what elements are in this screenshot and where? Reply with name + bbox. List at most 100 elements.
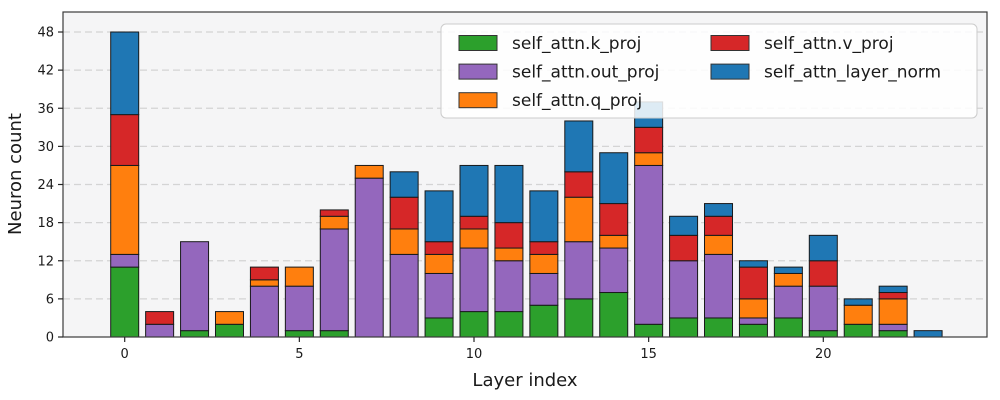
bar-segment-layer22-self_attn.k_proj <box>878 330 908 338</box>
y-tick-label: 6 <box>46 292 54 307</box>
bar-segment-layer21-self_attn.q_proj <box>843 304 873 325</box>
bar-segment-layer20-self_attn.k_proj <box>808 330 838 338</box>
legend-swatch-self_attn.v_proj <box>710 35 750 51</box>
bar-segment-layer10-self_attn.q_proj <box>459 228 489 249</box>
bar-segment-layer13-self_attn.v_proj <box>564 171 594 198</box>
bar-segment-layer5-self_attn.q_proj <box>284 266 314 287</box>
bar-segment-layer22-self_attn.out_proj <box>878 323 908 332</box>
bar-segment-layer11-self_attn.out_proj <box>494 260 524 313</box>
bar-segment-layer15-self_attn.out_proj <box>634 164 664 325</box>
y-tick-label: 42 <box>37 64 54 79</box>
bar-segment-layer15-self_attn.k_proj <box>634 323 664 338</box>
bar-segment-layer12-self_attn.k_proj <box>529 304 559 338</box>
bar-segment-layer2-self_attn.k_proj <box>180 330 210 338</box>
bar-segment-layer0-self_attn.out_proj <box>110 253 140 268</box>
bar-segment-layer9-self_attn_layer_norm <box>424 190 454 243</box>
bar-segment-layer11-self_attn_layer_norm <box>494 164 524 224</box>
bar-segment-layer18-self_attn.q_proj <box>738 298 768 319</box>
bar-segment-layer19-self_attn.out_proj <box>773 285 803 319</box>
bar-segment-layer10-self_attn_layer_norm <box>459 164 489 217</box>
y-tick-label: 30 <box>37 140 54 155</box>
bar-segment-layer21-self_attn.k_proj <box>843 323 873 338</box>
bar-segment-layer8-self_attn_layer_norm <box>389 171 419 198</box>
bar-segment-layer22-self_attn.q_proj <box>878 298 908 325</box>
bar-segment-layer22-self_attn_layer_norm <box>878 285 908 294</box>
bar-segment-layer18-self_attn.k_proj <box>738 323 768 338</box>
y-tick-label: 48 <box>37 26 54 41</box>
bar-segment-layer14-self_attn.k_proj <box>599 292 629 338</box>
bar-segment-layer19-self_attn.k_proj <box>773 317 803 338</box>
bar-segment-layer18-self_attn.v_proj <box>738 266 768 300</box>
legend-label-self_attn.k_proj: self_attn.k_proj <box>512 34 641 54</box>
bar-segment-layer5-self_attn.k_proj <box>284 330 314 338</box>
bar-segment-layer7-self_attn.out_proj <box>354 177 384 338</box>
bar-segment-layer11-self_attn.v_proj <box>494 222 524 249</box>
x-tick-label: 5 <box>295 347 303 362</box>
bar-segment-layer9-self_attn.v_proj <box>424 241 454 255</box>
legend-box <box>440 23 978 119</box>
axes-layer: 0 6 12 18 24 30 36 42 48 0 5 10 15 20 <box>37 11 988 362</box>
y-tick-label: 36 <box>37 102 54 117</box>
bar-segment-layer13-self_attn.k_proj <box>564 298 594 338</box>
bar-segment-layer9-self_attn.q_proj <box>424 253 454 274</box>
bar-segment-layer4-self_attn.v_proj <box>249 266 279 281</box>
bar-segment-layer20-self_attn.out_proj <box>808 285 838 332</box>
bar-segment-layer1-self_attn.out_proj <box>145 323 175 338</box>
bar-segment-layer12-self_attn.out_proj <box>529 272 559 306</box>
bar-segment-layer6-self_attn.k_proj <box>319 330 349 338</box>
bar-segment-layer17-self_attn_layer_norm <box>704 203 734 217</box>
bar-segment-layer16-self_attn_layer_norm <box>669 215 699 236</box>
bars-layer <box>110 31 943 338</box>
x-axis-label: Layer index <box>472 370 578 391</box>
y-axis-label: Neuron count <box>5 113 26 235</box>
bar-segment-layer8-self_attn.q_proj <box>389 228 419 255</box>
legend-label-self_attn.q_proj: self_attn.q_proj <box>512 91 642 111</box>
x-tick-label: 15 <box>640 347 657 362</box>
bar-segment-layer4-self_attn.q_proj <box>249 279 279 287</box>
bar-segment-layer20-self_attn_layer_norm <box>808 234 838 262</box>
legend-label-self_attn.v_proj: self_attn.v_proj <box>764 34 894 54</box>
bar-segment-layer6-self_attn.q_proj <box>319 215 349 230</box>
bar-segment-layer17-self_attn.out_proj <box>704 253 734 319</box>
legend-label-self_attn_layer_norm: self_attn_layer_norm <box>764 63 941 83</box>
y-tick-label: 24 <box>37 178 54 193</box>
bar-segment-layer3-self_attn.k_proj <box>214 323 244 338</box>
bar-segment-layer15-self_attn.v_proj <box>634 126 664 154</box>
y-tick-label: 0 <box>46 331 54 346</box>
bar-segment-layer8-self_attn.v_proj <box>389 196 419 230</box>
bar-segment-layer0-self_attn.q_proj <box>110 164 140 255</box>
bar-segment-layer20-self_attn.v_proj <box>808 260 838 287</box>
bar-segment-layer7-self_attn.q_proj <box>354 164 384 179</box>
bar-segment-layer13-self_attn.out_proj <box>564 241 594 300</box>
bar-segment-layer16-self_attn.v_proj <box>669 234 699 262</box>
bar-segment-layer18-self_attn.out_proj <box>738 317 768 325</box>
bar-segment-layer16-self_attn.out_proj <box>669 260 699 319</box>
legend-swatch-self_attn.q_proj <box>458 92 498 109</box>
bar-segment-layer14-self_attn.q_proj <box>599 234 629 249</box>
legend-label-self_attn.out_proj: self_attn.out_proj <box>512 63 659 83</box>
bar-segment-layer2-self_attn.out_proj <box>180 241 210 332</box>
bar-segment-layer14-self_attn.out_proj <box>599 247 629 294</box>
bar-segment-layer21-self_attn_layer_norm <box>843 298 873 306</box>
bar-segment-layer6-self_attn.v_proj <box>319 209 349 217</box>
legend-swatch-self_attn.k_proj <box>458 35 498 51</box>
bar-segment-layer17-self_attn.q_proj <box>704 234 734 255</box>
legend: self_attn.k_proj self_attn.out_proj self_a… <box>440 23 978 119</box>
x-tick-label: 0 <box>121 347 129 362</box>
legend-swatch-self_attn_layer_norm <box>710 63 750 80</box>
bar-segment-layer14-self_attn.v_proj <box>599 203 629 236</box>
bar-segment-layer10-self_attn.out_proj <box>459 247 489 313</box>
bar-segment-layer9-self_attn.out_proj <box>424 272 454 319</box>
bar-segment-layer13-self_attn_layer_norm <box>564 120 594 173</box>
bar-segment-layer10-self_attn.k_proj <box>459 311 489 338</box>
bar-segment-layer11-self_attn.k_proj <box>494 311 524 338</box>
bar-segment-layer23-self_attn_layer_norm <box>913 330 943 338</box>
bar-segment-layer17-self_attn.v_proj <box>704 215 734 236</box>
bar-segment-layer0-self_attn_layer_norm <box>110 31 140 116</box>
bar-segment-layer0-self_attn.v_proj <box>110 114 140 166</box>
bar-segment-layer13-self_attn.q_proj <box>564 196 594 243</box>
bar-segment-layer18-self_attn_layer_norm <box>738 260 768 268</box>
legend-swatch-self_attn.out_proj <box>458 63 498 80</box>
